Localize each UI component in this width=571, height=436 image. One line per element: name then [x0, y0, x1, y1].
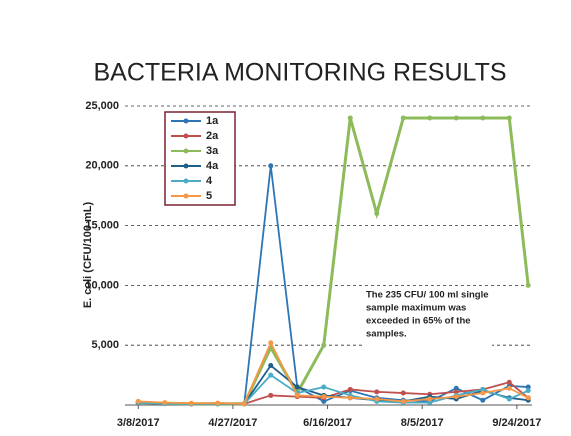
y-tick-label: 5,000	[91, 339, 119, 351]
legend-label: 4	[206, 175, 213, 187]
data-point	[215, 400, 221, 406]
data-point	[506, 379, 512, 385]
data-point	[525, 282, 531, 288]
x-tick-label: 4/27/2017	[208, 417, 257, 429]
data-point	[525, 384, 531, 390]
data-point	[453, 385, 459, 391]
legend-marker	[183, 178, 189, 184]
data-point	[525, 395, 531, 401]
annotation: exceeded in 65% of the	[366, 316, 471, 327]
data-point	[162, 400, 168, 406]
data-point	[321, 384, 327, 390]
data-point	[268, 163, 274, 169]
data-point	[453, 115, 459, 121]
x-tick-label: 3/8/2017	[117, 417, 160, 429]
data-point	[135, 398, 141, 404]
data-point	[347, 386, 353, 392]
data-point	[453, 394, 459, 400]
data-point	[480, 397, 486, 403]
legend-label: 3a	[206, 145, 219, 157]
data-point	[480, 386, 486, 392]
legend-marker	[183, 118, 189, 124]
data-point	[321, 394, 327, 400]
data-point	[268, 340, 274, 346]
legend-marker	[183, 193, 189, 199]
series-line	[138, 340, 529, 405]
chart-title: BACTERIA MONITORING RESULTS	[93, 59, 506, 87]
data-point	[427, 396, 433, 402]
legend-marker	[183, 133, 189, 139]
data-point	[241, 401, 247, 407]
data-point	[480, 390, 486, 396]
legend-label: 2a	[206, 130, 219, 142]
data-point	[506, 396, 512, 402]
y-tick-label: 10,000	[85, 279, 119, 291]
annotation: samples.	[366, 329, 407, 340]
data-point	[374, 389, 380, 395]
x-tick-label: 6/16/2017	[303, 417, 352, 429]
data-point	[321, 342, 327, 348]
data-point	[506, 385, 512, 391]
annotation: The 235 CFU/ 100 ml single	[366, 290, 489, 301]
data-point	[427, 115, 433, 121]
data-point	[347, 115, 353, 121]
annotation-box	[362, 286, 492, 346]
y-tick-label: 20,000	[85, 160, 119, 172]
legend-label: 1a	[206, 115, 219, 127]
data-point	[188, 400, 194, 406]
data-point	[506, 115, 512, 121]
legend-label: 5	[206, 190, 212, 202]
data-point	[294, 392, 300, 398]
annotation: sample maximum was	[366, 303, 466, 314]
x-tick-label: 9/24/2017	[492, 417, 541, 429]
data-point	[525, 388, 531, 394]
y-axis-title: E. coli (CFU/100 mL)	[82, 201, 94, 308]
data-point	[374, 396, 380, 402]
data-point	[268, 392, 274, 398]
y-tick-label: 25,000	[85, 100, 119, 112]
data-point	[427, 400, 433, 406]
x-tick-label: 8/5/2017	[401, 417, 444, 429]
legend-box	[164, 111, 236, 206]
data-point	[347, 395, 353, 401]
data-point	[268, 363, 274, 369]
y-tick-label: 15,000	[85, 220, 119, 232]
data-point	[321, 398, 327, 404]
data-point	[453, 389, 459, 395]
legend-marker	[183, 163, 189, 169]
data-point	[400, 390, 406, 396]
data-point	[400, 398, 406, 404]
series-line	[138, 373, 529, 405]
legend-label: 4a	[206, 160, 219, 172]
data-point	[268, 372, 274, 378]
data-point	[294, 384, 300, 390]
legend-marker	[183, 148, 189, 154]
data-point	[480, 115, 486, 121]
data-point	[400, 115, 406, 121]
data-point	[374, 211, 380, 217]
